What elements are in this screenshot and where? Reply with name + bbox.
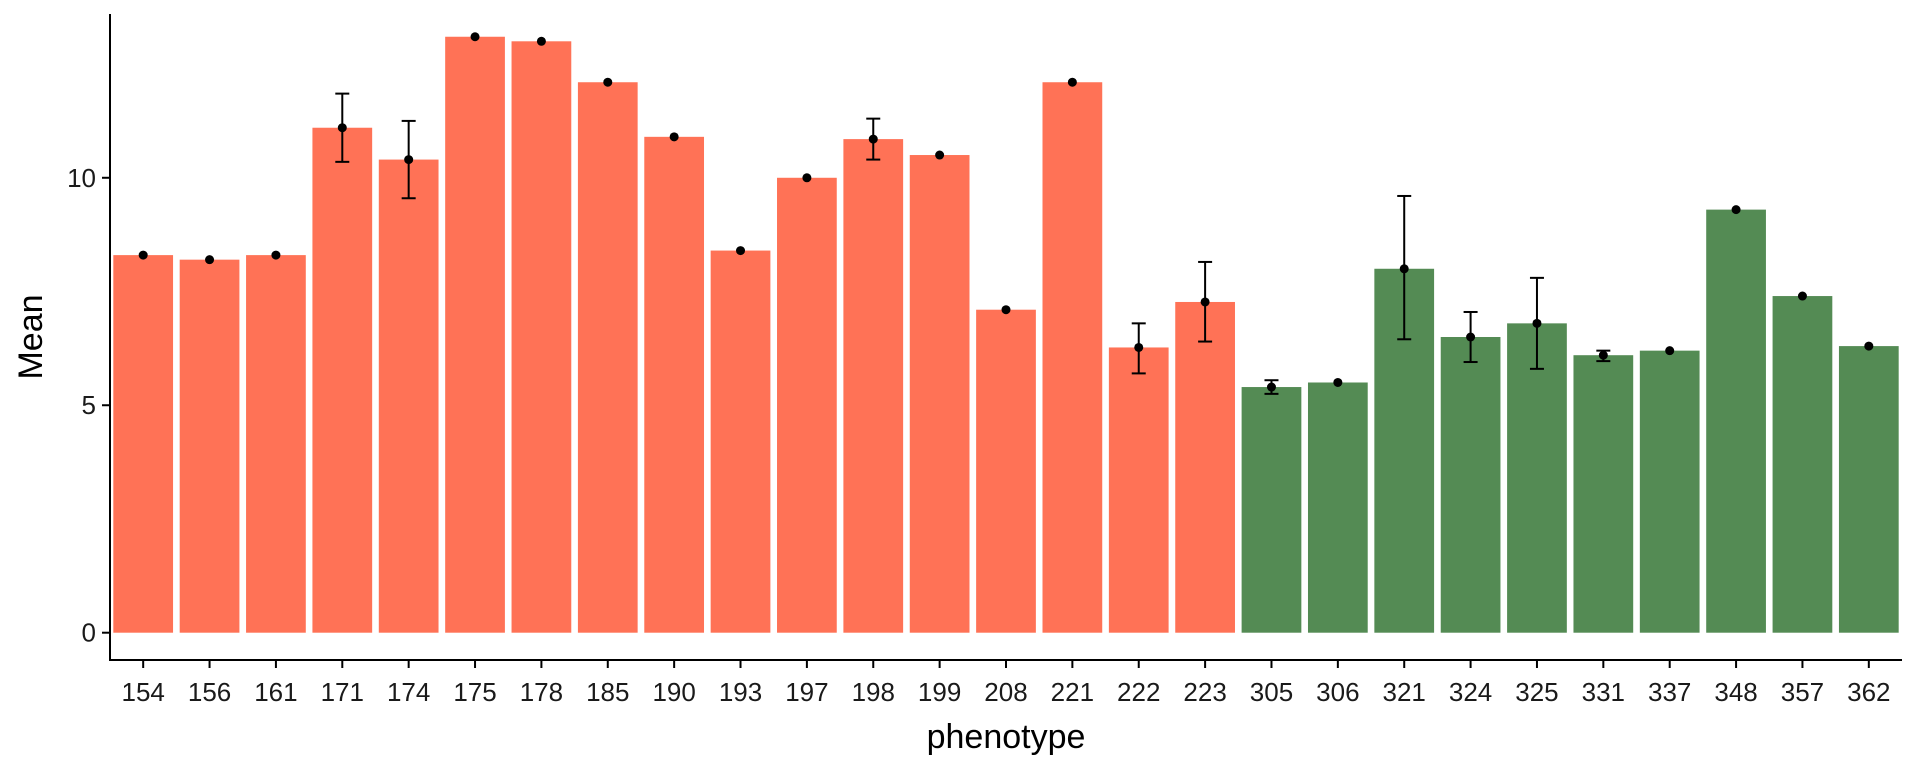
bars-layer <box>113 36 1899 633</box>
bar-171 <box>312 127 373 633</box>
mean-point-185 <box>603 77 613 87</box>
x-tick-label-221: 221 <box>1051 677 1094 707</box>
bar-221 <box>1042 82 1103 633</box>
mean-point-357 <box>1797 291 1807 301</box>
mean-point-193 <box>736 246 746 256</box>
bar-348 <box>1706 209 1766 633</box>
mean-point-223 <box>1200 297 1210 307</box>
bar-175 <box>445 36 505 633</box>
x-tick-label-175: 175 <box>453 677 496 707</box>
x-tick-label-223: 223 <box>1183 677 1226 707</box>
mean-point-178 <box>536 36 546 46</box>
bar-324 <box>1440 337 1501 633</box>
x-axis-title: phenotype <box>927 718 1086 756</box>
x-tick-label-171: 171 <box>321 677 364 707</box>
mean-point-221 <box>1067 77 1077 87</box>
mean-point-171 <box>337 123 347 133</box>
x-tick-label-185: 185 <box>586 677 629 707</box>
bar-156 <box>179 259 240 633</box>
bar-190 <box>644 136 705 633</box>
mean-point-331 <box>1598 350 1608 360</box>
x-tick-label-348: 348 <box>1714 677 1757 707</box>
y-axis-ticks: 0 5 10 <box>67 163 110 648</box>
bar-337 <box>1639 350 1700 633</box>
x-tick-label-198: 198 <box>852 677 895 707</box>
bar-325 <box>1507 323 1567 633</box>
mean-point-222 <box>1134 342 1144 352</box>
x-tick-label-222: 222 <box>1117 677 1160 707</box>
mean-point-306 <box>1333 377 1343 387</box>
bar-178 <box>511 41 572 633</box>
bar-357 <box>1772 296 1833 633</box>
bar-331 <box>1573 355 1634 633</box>
x-tick-label-337: 337 <box>1648 677 1691 707</box>
x-tick-label-331: 331 <box>1582 677 1625 707</box>
mean-point-321 <box>1399 264 1409 274</box>
mean-point-325 <box>1532 318 1542 328</box>
bar-223 <box>1175 301 1235 633</box>
bar-222 <box>1108 347 1169 633</box>
x-tick-label-197: 197 <box>785 677 828 707</box>
x-axis-ticks: 154 156 161 171 174 175 178 185 190 193 197 198 199 2… <box>121 660 1891 707</box>
bar-208 <box>976 309 1036 633</box>
bar-154 <box>113 255 174 633</box>
bar-199 <box>909 155 970 633</box>
bar-305 <box>1241 387 1302 633</box>
mean-point-161 <box>271 250 281 260</box>
bar-306 <box>1307 382 1368 633</box>
bar-161 <box>246 255 306 633</box>
y-axis-title: Mean <box>12 294 50 379</box>
mean-point-348 <box>1731 205 1741 215</box>
x-tick-label-357: 357 <box>1781 677 1824 707</box>
x-tick-label-190: 190 <box>652 677 695 707</box>
mean-point-156 <box>205 255 215 265</box>
mean-point-199 <box>935 150 945 160</box>
mean-point-154 <box>138 250 148 260</box>
x-tick-label-305: 305 <box>1250 677 1293 707</box>
mean-point-305 <box>1266 382 1276 392</box>
y-tick-label-10: 10 <box>67 163 96 193</box>
mean-point-190 <box>669 132 679 142</box>
mean-point-324 <box>1466 332 1476 342</box>
x-tick-label-362: 362 <box>1847 677 1890 707</box>
mean-point-174 <box>404 155 414 165</box>
x-tick-label-321: 321 <box>1383 677 1426 707</box>
x-tick-label-178: 178 <box>520 677 563 707</box>
x-tick-label-161: 161 <box>254 677 297 707</box>
bar-174 <box>378 159 439 633</box>
x-tick-label-325: 325 <box>1515 677 1558 707</box>
x-tick-label-193: 193 <box>719 677 762 707</box>
mean-point-337 <box>1665 346 1675 356</box>
x-tick-label-174: 174 <box>387 677 430 707</box>
mean-point-175 <box>470 32 480 42</box>
y-tick-label-5: 5 <box>82 390 96 420</box>
bar-185 <box>577 82 638 633</box>
mean-point-362 <box>1864 341 1874 351</box>
x-tick-label-199: 199 <box>918 677 961 707</box>
bar-362 <box>1838 346 1899 633</box>
x-tick-label-154: 154 <box>121 677 164 707</box>
bar-197 <box>777 177 837 633</box>
y-tick-label-0: 0 <box>82 618 96 648</box>
x-tick-label-306: 306 <box>1316 677 1359 707</box>
x-tick-label-324: 324 <box>1449 677 1492 707</box>
bar-193 <box>710 250 771 633</box>
x-tick-label-208: 208 <box>984 677 1027 707</box>
mean-point-197 <box>802 173 812 183</box>
bar-198 <box>843 139 904 633</box>
x-tick-label-156: 156 <box>188 677 231 707</box>
mean-point-198 <box>868 134 878 144</box>
mean-points-layer <box>138 32 1874 392</box>
mean-point-208 <box>1001 305 1011 315</box>
